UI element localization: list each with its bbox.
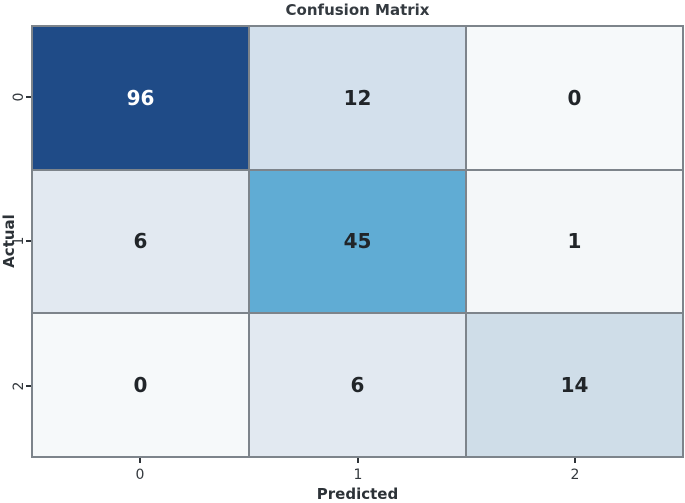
y-tick-mark-0 — [26, 96, 31, 98]
x-tick-mark-0 — [139, 458, 141, 463]
x-axis-label: Predicted — [316, 485, 399, 503]
y-tick-label-2: 2 — [11, 381, 27, 391]
matrix-cell-r2-c0: 0 — [33, 314, 248, 456]
heatmap-grid: 96 12 0 6 45 1 0 6 14 — [31, 25, 684, 458]
y-axis-label: Actual — [0, 214, 18, 268]
matrix-cell-r2-c1: 6 — [250, 314, 465, 456]
x-tick-mark-1 — [357, 458, 359, 463]
x-tick-label-2: 2 — [570, 467, 580, 483]
matrix-cell-r0-c0: 96 — [33, 27, 248, 169]
y-tick-mark-2 — [26, 385, 31, 387]
chart-title: Confusion Matrix — [285, 1, 430, 19]
matrix-cell-r1-c1: 45 — [250, 170, 465, 313]
x-tick-label-0: 0 — [135, 467, 145, 483]
matrix-cell-r0-c2: 0 — [467, 27, 682, 169]
matrix-cell-r0-c1: 12 — [250, 27, 465, 169]
x-tick-label-1: 1 — [353, 467, 363, 483]
y-tick-mark-1 — [26, 240, 31, 242]
matrix-cell-r1-c0: 6 — [33, 170, 248, 313]
y-tick-label-0: 0 — [11, 92, 27, 102]
matrix-cell-r2-c2: 14 — [467, 314, 682, 456]
x-tick-mark-2 — [574, 458, 576, 463]
matrix-cell-r1-c2: 1 — [467, 170, 682, 313]
